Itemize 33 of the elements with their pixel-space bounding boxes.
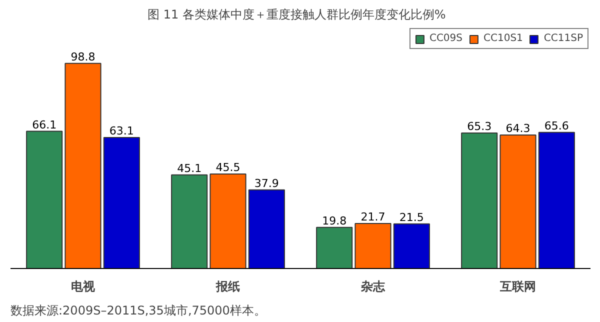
x-tick-label: 电视 xyxy=(71,280,96,294)
chart-title: 图 11 各类媒体中度＋重度接触人群比例年度变化比例% xyxy=(148,8,446,22)
bar xyxy=(210,174,246,268)
data-label: 66.1 xyxy=(32,118,57,132)
bar xyxy=(500,134,536,268)
source-note: 数据来源:2009S–2011S,35城市,75000样本。 xyxy=(10,304,266,318)
bar xyxy=(538,132,575,268)
bar xyxy=(316,226,353,268)
legend-label: CC09S xyxy=(429,33,463,44)
bar xyxy=(64,62,102,268)
bar xyxy=(103,137,140,268)
data-label: 19.8 xyxy=(322,214,347,228)
legend-label: CC10S1 xyxy=(484,33,523,44)
data-label: 45.5 xyxy=(216,161,240,174)
data-label: 37.9 xyxy=(254,176,279,190)
data-label: 63.1 xyxy=(109,124,134,138)
bar xyxy=(393,223,430,268)
bar xyxy=(171,174,208,268)
data-label: 21.7 xyxy=(360,210,386,224)
legend-label: CC11SP xyxy=(544,33,583,44)
bar xyxy=(26,130,63,268)
bar xyxy=(461,132,498,268)
x-tick-label: 杂志 xyxy=(360,280,386,294)
data-label: 65.6 xyxy=(544,119,569,132)
x-tick-label: 报纸 xyxy=(215,280,240,294)
bar xyxy=(354,222,392,268)
x-tick-label: 互联网 xyxy=(499,280,536,294)
data-label: 64.3 xyxy=(506,122,530,136)
data-label: 21.5 xyxy=(399,210,424,224)
bar xyxy=(248,189,285,268)
data-label: 65.3 xyxy=(467,120,492,133)
data-label: 98.8 xyxy=(70,50,96,64)
data-label: 45.1 xyxy=(177,162,202,175)
